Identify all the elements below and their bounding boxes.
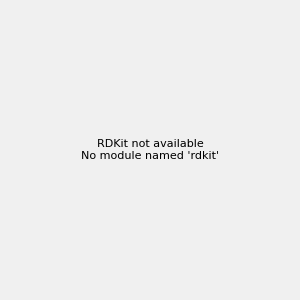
Text: RDKit not available
No module named 'rdkit': RDKit not available No module named 'rdk… (81, 139, 219, 161)
